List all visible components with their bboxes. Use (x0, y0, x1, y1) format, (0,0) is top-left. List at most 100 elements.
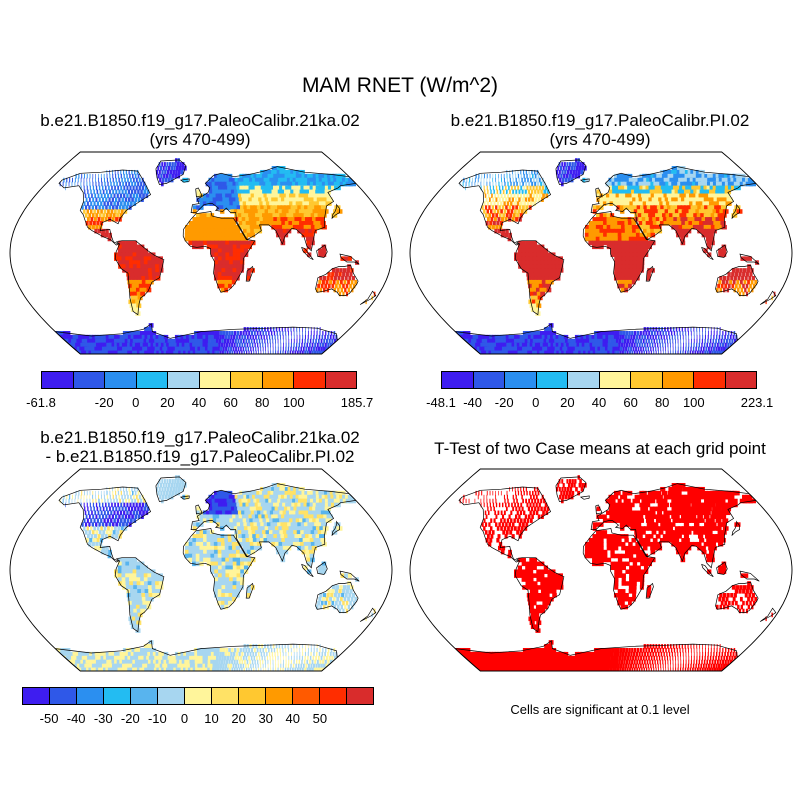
coastline-borneo (716, 244, 728, 258)
coastline-iceland (579, 495, 590, 500)
coastline-sumatra (701, 563, 714, 578)
panel1-title: b.e21.B1850.f19_g17.PaleoCalibr.21ka.02 … (0, 111, 400, 149)
coastline-iceland (179, 178, 190, 183)
colorbar-tick-label: 80 (254, 395, 270, 410)
colorbar-swatch (293, 688, 320, 704)
coastline-south-america (114, 240, 165, 316)
colorbar-tick-label: -40 (66, 711, 86, 726)
colorbar-swatch (131, 688, 158, 704)
colorbar-swatch (239, 688, 266, 704)
coastline-greenland (555, 159, 587, 185)
colorbar-swatch (77, 688, 104, 704)
figure-title: MAM RNET (W/m^2) (301, 74, 499, 97)
panel4-title-line1: T-Test of two Case means at each grid po… (434, 439, 766, 458)
colorbar-tick-label: 10 (204, 711, 219, 726)
colorbar-swatch (23, 688, 50, 704)
coastline-uk (595, 187, 603, 198)
colorbar-tick-label: 0 (180, 711, 189, 726)
significance-note: Cells are significant at 0.1 level (510, 702, 690, 717)
colorbar-swatch (105, 372, 137, 388)
colorbar-tick-label: 60 (623, 395, 638, 410)
coastline-iceland (179, 495, 190, 500)
colorbar-swatch (662, 372, 694, 388)
colorbar-tick-label: 0 (132, 395, 140, 410)
map-grid-cells (54, 158, 376, 354)
coastline-eurasia (190, 166, 357, 252)
panel1-title-line1: b.e21.B1850.f19_g17.PaleoCalibr.21ka.02 (40, 111, 360, 130)
colorbar-swatch (73, 372, 105, 388)
coastline-north-america (458, 169, 552, 246)
coastline-new-guinea (739, 570, 760, 582)
colorbar-swatch (168, 372, 200, 388)
colorbar-difference (22, 687, 374, 705)
coastline-north-america (58, 486, 152, 563)
colorbar-tick-label: 20 (160, 395, 175, 410)
coastline-new-zealand (359, 290, 377, 305)
colorbar-tick-label: -10 (147, 711, 167, 726)
colorbar-tick-label: -48.1 (426, 395, 456, 410)
colorbar-difference-labels: -50 -40 -30 -20 -10 0 10 20 30 40 50 (22, 711, 374, 729)
coastline-eurasia (190, 483, 357, 569)
coastline-madagascar (645, 582, 654, 599)
coastline-japan (731, 203, 740, 220)
colorbar-swatch (568, 372, 600, 388)
coastline-uk (195, 504, 203, 515)
colorbar-swatch (231, 372, 263, 388)
colorbar-swatch (136, 372, 168, 388)
colorbar-tick-label: 20 (560, 395, 575, 410)
colorbar-tick-label: 185.7 (340, 395, 374, 410)
panel2-title-line1: b.e21.B1850.f19_g17.PaleoCalibr.PI.02 (450, 111, 750, 130)
coastline-africa (182, 211, 256, 293)
map-frame (409, 468, 793, 672)
map-panel-ttest (409, 468, 793, 672)
colorbar-tick-label: -20 (120, 711, 140, 726)
colorbar-pi-labels: -48.1 -40 -20 0 20 40 60 80 100 223.1 (426, 395, 773, 413)
coastline-australia (715, 581, 759, 613)
coastline-south-america (514, 557, 565, 633)
colorbar-swatch (325, 372, 356, 388)
panel1-title-line2: (yrs 470-499) (149, 130, 251, 149)
colorbar-tick-label: 0 (532, 395, 540, 410)
colorbar-tick-label: 40 (285, 711, 300, 726)
map-frame (409, 151, 793, 355)
coastline-australia (715, 264, 759, 296)
panel2-title: b.e21.B1850.f19_g17.PaleoCalibr.PI.02 (y… (400, 111, 800, 149)
colorbar-swatch (631, 372, 663, 388)
colorbar-swatch (505, 372, 537, 388)
colorbar-tick-label: -61.8 (26, 395, 56, 410)
colorbar-tick-label: -30 (93, 711, 113, 726)
colorbar-swatch (212, 688, 239, 704)
coastline-new-zealand (759, 607, 777, 622)
colorbar-tick-label: 50 (312, 711, 328, 726)
colorbar-tick-label: 100 (682, 395, 705, 410)
coastline-borneo (316, 561, 328, 575)
colorbar-21ka (41, 371, 357, 389)
colorbar-swatch (694, 372, 726, 388)
colorbar-pi (441, 371, 757, 389)
map-grid-cells (454, 158, 776, 354)
colorbar-tick-label: 100 (282, 395, 305, 410)
colorbar-swatch (347, 688, 373, 704)
colorbar-tick-label: 40 (591, 395, 607, 410)
coastline-south-america (114, 557, 165, 633)
colorbar-swatch (104, 688, 131, 704)
panel3-title: b.e21.B1850.f19_g17.PaleoCalibr.21ka.02 … (0, 428, 400, 466)
colorbar-swatch (50, 688, 77, 704)
coastline-uk (195, 187, 203, 198)
coastline-new-guinea (739, 253, 760, 265)
coastline-africa (582, 211, 656, 293)
colorbar-tick-label: -40 (463, 395, 482, 410)
colorbar-swatch (266, 688, 293, 704)
colorbar-21ka-labels: -61.8 -20 0 20 40 60 80 100 185.7 (26, 395, 373, 413)
coastline-south-america (514, 240, 565, 316)
panel3-title-line1: b.e21.B1850.f19_g17.PaleoCalibr.21ka.02 (40, 428, 360, 447)
map-panel-difference (9, 468, 393, 672)
coastline-greenland (555, 476, 587, 502)
coastline-japan (331, 203, 340, 220)
coastline-australia (315, 264, 359, 296)
coastline-eurasia (590, 483, 757, 569)
map-panel-21ka (9, 151, 393, 355)
coastline-new-guinea (339, 570, 360, 582)
colorbar-swatch (599, 372, 631, 388)
panel4-title: T-Test of two Case means at each grid po… (400, 439, 800, 458)
